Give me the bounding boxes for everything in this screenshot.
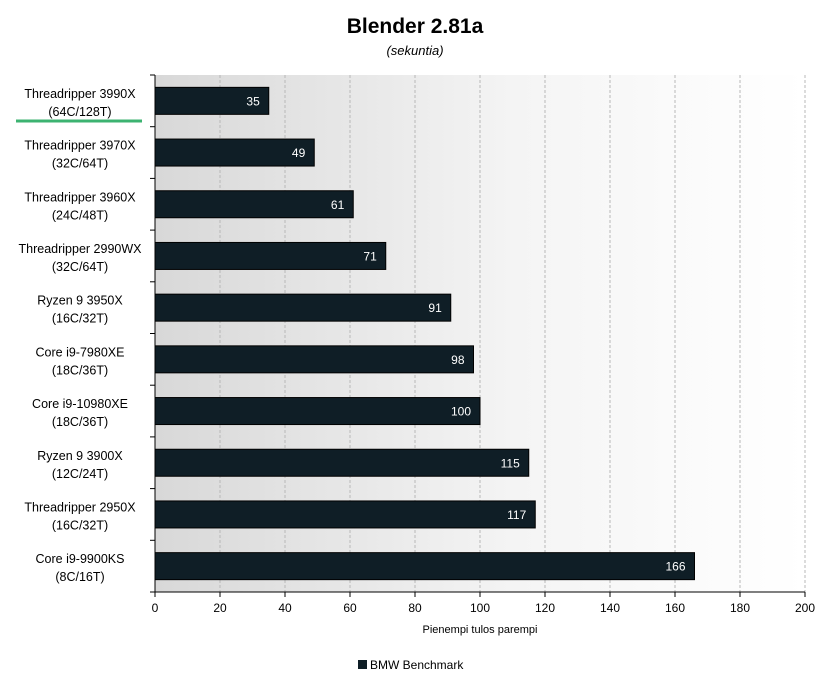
bar-value-label-3: 71 <box>363 249 377 263</box>
bar-value-label-0: 35 <box>246 94 260 108</box>
bar-value-label-6: 100 <box>451 405 471 419</box>
category-label-6: Core i9-10980XE (18C/36T) <box>32 397 128 429</box>
x-tick-label-3: 60 <box>343 601 357 615</box>
legend-label: BMW Benchmark <box>370 658 464 672</box>
x-tick-label-5: 100 <box>470 601 490 615</box>
bar-2 <box>154 190 354 219</box>
category-label-9: Core i9-9900KS (8C/16T) <box>36 552 125 584</box>
legend: BMW Benchmark <box>358 658 464 672</box>
bar-1 <box>154 138 315 167</box>
bar-value-label-7: 115 <box>501 456 520 470</box>
x-axis-label: Pienempi tulos parempi <box>423 624 538 636</box>
category-label-0: Threadripper 3990X (64C/128T) <box>24 87 136 119</box>
bar-value-label-5: 98 <box>451 353 465 367</box>
category-label-1: Threadripper 3970X (32C/64T) <box>24 139 136 171</box>
bars: 35 49 61 71 91 98 100 115 117 166 <box>154 86 695 581</box>
x-tick-label-8: 160 <box>665 601 685 615</box>
bar-value-label-9: 166 <box>665 560 685 574</box>
bar-4 <box>154 293 452 322</box>
x-tick-label-9: 180 <box>730 601 750 615</box>
category-labels: Threadripper 3990X (64C/128T) Threadripper… <box>19 87 143 584</box>
category-label-3: Threadripper 2990WX (32C/64T) <box>19 242 143 274</box>
bar-value-label-2: 61 <box>331 198 345 212</box>
bar-8 <box>154 500 536 529</box>
bar-value-label-8: 117 <box>507 508 526 522</box>
category-label-4: Ryzen 9 3950X (16C/32T) <box>37 294 123 326</box>
bar-6 <box>154 397 481 426</box>
x-tick-label-10: 200 <box>795 601 815 615</box>
chart-title: Blender 2.81a <box>347 15 484 38</box>
category-label-8: Threadripper 2950X (16C/32T) <box>24 500 136 532</box>
x-tick-label-2: 40 <box>278 601 292 615</box>
bar-9 <box>154 552 695 581</box>
x-tick-label-4: 80 <box>408 601 422 615</box>
x-axis: 0 20 40 60 80 100 120 140 160 180 200 <box>150 74 815 615</box>
bar-7 <box>154 448 530 477</box>
chart-subtitle: (sekuntia) <box>386 43 443 58</box>
bar-value-label-4: 91 <box>428 301 442 315</box>
bar-0 <box>154 86 270 115</box>
bar-value-label-1: 49 <box>292 146 306 160</box>
bar-3 <box>154 241 387 270</box>
x-tick-label-0: 0 <box>152 601 159 615</box>
category-label-2: Threadripper 3960X (24C/48T) <box>24 190 136 222</box>
x-tick-label-7: 140 <box>600 601 620 615</box>
x-tick-label-6: 120 <box>535 601 555 615</box>
bar-5 <box>154 345 474 374</box>
legend-swatch <box>358 660 367 669</box>
x-tick-label-1: 20 <box>213 601 227 615</box>
category-label-5: Core i9-7980XE (18C/36T) <box>36 345 125 377</box>
category-label-7: Ryzen 9 3900X (12C/24T) <box>37 449 123 481</box>
